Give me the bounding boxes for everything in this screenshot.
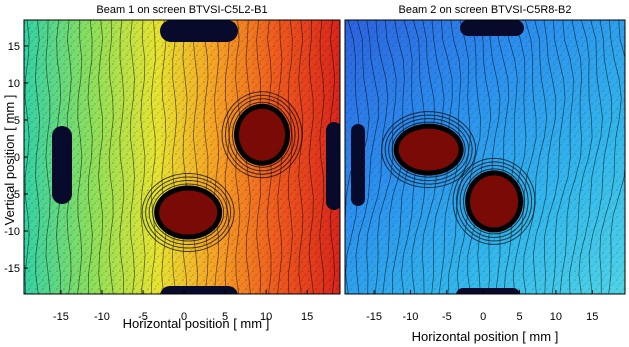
panel-1-xtick-label: -5 [138,311,148,323]
panel-2-frame [344,19,626,295]
panel-1-title: Beam 1 on screen BTVSI-C5L2-B1 [96,4,267,16]
panel-1-ytick-label: 5 [14,115,20,127]
panel-2-xtick-label: 10 [550,311,562,323]
panel-1-xtick-label: 5 [222,311,228,323]
panel-1-top-holder [160,20,238,42]
panel-2-xtick-label: 15 [586,311,598,323]
beam-spot-halo [225,94,300,175]
panel-1-ytick-label: 0 [14,152,20,164]
beam-spot-halo [456,161,533,242]
panel-1-bottom-holder [160,286,238,294]
beam-spot-halo [384,114,473,185]
beam-spot-halo [141,173,235,253]
panel-1-xtick-label: 0 [181,311,187,323]
beam-spot-halo [232,101,293,168]
panel-2-spots [381,111,536,245]
beam-spot-halo [152,183,225,242]
panel-1-ytick-label: -10 [4,226,20,238]
panel-2-speckle [345,20,625,294]
panel-1-left-holder [52,126,72,204]
panel-1-right-holder [326,122,340,210]
panel-1-ytick-label: -5 [10,189,20,201]
beam-spot-halo [391,121,466,178]
beam-spot [398,128,459,171]
panel-1-axes: -15 -10 -5 0 5 10 15 15 10 5 0 -5 -10 -15 [4,41,313,323]
beam-spot-halo [452,157,536,245]
panel-2-bottom-holder [456,288,520,294]
beam-spot-halo [145,176,232,249]
beam-spot-halo [463,168,526,235]
panel-1-spots [141,91,303,253]
panel-2-xlabel: Horizontal position [ mm ] [412,329,559,344]
panel-1-ylabel: Vertical position [ mm ] [2,95,17,226]
panel-2-axes: -15 -10 -5 0 5 10 15 [366,290,598,323]
panel-2-xtick-label: 0 [480,311,486,323]
panel-2-xtick-label: 5 [516,311,522,323]
beam-spot [239,108,286,161]
panel-1-xtick-label: 10 [260,311,272,323]
panel-1-ytick-label: -15 [4,263,20,275]
beam-spot-halo [148,180,228,246]
beam-spot-halo [221,91,303,179]
panel-2-left-holder [351,124,365,206]
beam-spot-halo [388,118,470,182]
panel-1-xtick-label: 15 [301,311,313,323]
panel-1-ytick-label: 10 [8,78,20,90]
panel-2-xtick-label: -15 [366,311,382,323]
beam-spot [470,175,519,228]
panel-beam-1: Beam 1 on screen BTVSI-C5L2-B1 -15 -10 -5 0… [2,4,341,331]
panel-2-xtick-label: -5 [442,311,452,323]
beam-spot-halo [381,111,477,189]
panel-2-title: Beam 2 on screen BTVSI-C5R8-B2 [398,4,571,16]
panel-1-speckle [24,20,340,294]
panel-beam-2: Beam 2 on screen BTVSI-C5R8-B2 -15 -10 -5 0… [344,4,626,344]
panel-1-xlabel: Horizontal position [ mm ] [123,316,270,331]
panel-1-xtick-label: -10 [94,311,110,323]
beam-spot [159,190,218,235]
panel-2-top-holder [460,20,524,36]
panel-2-xtick-label: -10 [403,311,419,323]
panel-1-ytick-label: 15 [8,41,20,53]
beam-spot-halo [459,164,529,238]
beam-spot-halo [228,98,296,172]
panel-1-xtick-label: -15 [53,311,69,323]
